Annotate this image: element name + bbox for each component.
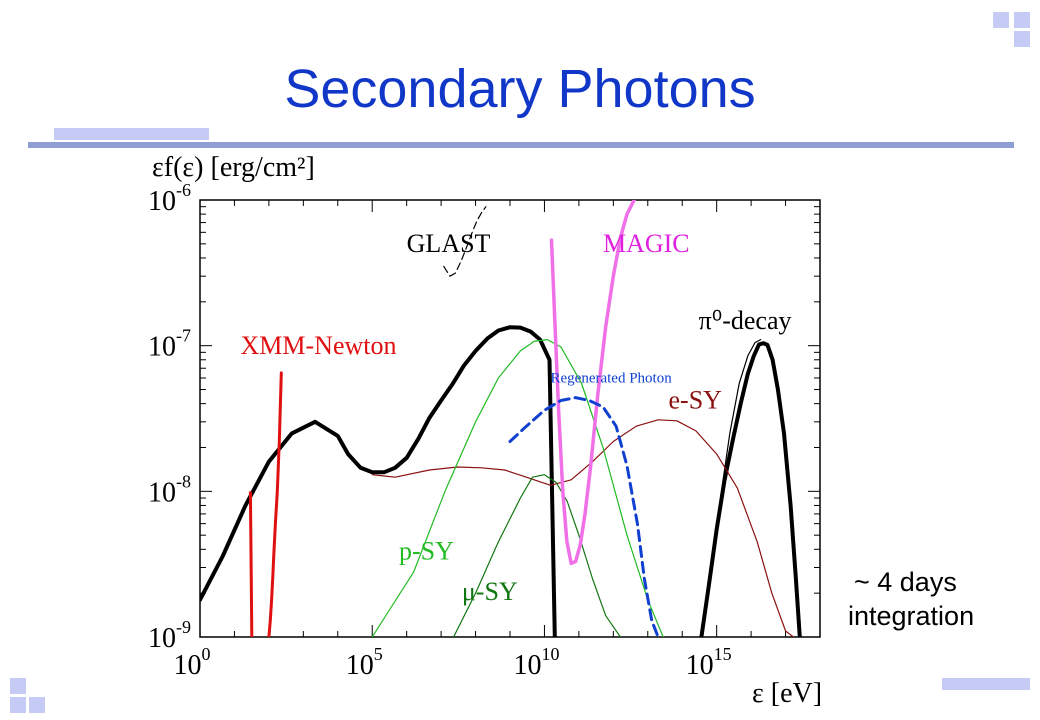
x-tick-exp: 10 <box>541 644 559 664</box>
x-tick-exp: 15 <box>714 644 732 664</box>
deco-square-tr1 <box>993 12 1009 28</box>
title-accent-bar <box>54 128 209 140</box>
label-regenerated-photon: Regenerated Photon <box>551 370 673 386</box>
label-e-sy: e-SY <box>669 386 723 415</box>
deco-square-tr2 <box>1014 12 1030 28</box>
deco-square-bl3 <box>29 697 45 713</box>
axis-ticks <box>199 199 821 638</box>
deco-square-bl1 <box>10 678 26 694</box>
label-p-sy: p-SY <box>399 537 454 566</box>
y-tick-base: 10 <box>148 186 176 217</box>
y-axis-label: εf(ε) [erg/cm²] <box>152 152 315 183</box>
y-tick-base: 10 <box>148 623 176 654</box>
y-tick-label: 10-6 <box>148 180 191 217</box>
x-tick-exp: 0 <box>202 644 211 664</box>
x-tick-exp: 5 <box>374 644 383 664</box>
series-mu-sy <box>453 474 622 637</box>
y-tick-exp: -7 <box>176 326 191 346</box>
integration-note: ~ 4 days integration <box>842 565 974 633</box>
label-magic: MAGIC <box>603 229 690 258</box>
y-tick-exp: -9 <box>176 617 191 637</box>
x-tick-base: 10 <box>513 650 541 681</box>
deco-square-bl2 <box>10 697 26 713</box>
x-tick-label: 1015 <box>686 644 732 681</box>
series-p-sy <box>371 339 664 637</box>
x-tick-base: 10 <box>346 650 374 681</box>
series-total <box>200 325 557 637</box>
series-e-sy <box>371 419 795 637</box>
note-line-2: integration <box>848 601 975 631</box>
series-regenerated-photon <box>508 396 660 637</box>
label--sy: μ-SY <box>462 577 518 606</box>
deco-bar-br <box>942 678 1030 690</box>
note-line-1: ~ 4 days <box>854 567 957 597</box>
x-tick-label: 1010 <box>513 644 559 681</box>
title-underline <box>28 142 1014 148</box>
y-tick-exp: -6 <box>176 180 191 200</box>
x-tick-base: 10 <box>686 650 714 681</box>
series-xmm-newton-low <box>248 491 254 637</box>
y-tick-base: 10 <box>148 332 176 363</box>
label-xmm-newton: XMM-Newton <box>241 331 397 360</box>
x-axis-label: ε [eV] <box>752 678 822 709</box>
plot-frame <box>199 199 821 638</box>
series-xmm-newton <box>267 371 283 637</box>
y-tick-base: 10 <box>148 477 176 508</box>
series-pion <box>699 341 802 637</box>
series-glast <box>443 206 487 277</box>
y-tick-label: 10-7 <box>148 326 191 363</box>
series-magic <box>549 200 636 566</box>
y-tick-label: 10-9 <box>148 617 191 654</box>
x-tick-label: 105 <box>346 644 383 681</box>
x-tick-base: 10 <box>174 650 202 681</box>
y-tick-exp: -8 <box>176 471 191 491</box>
y-tick-label: 10-8 <box>148 471 191 508</box>
deco-square-tr3 <box>1014 31 1030 47</box>
label--decay: π⁰-decay <box>699 306 792 335</box>
slide-title: Secondary Photons <box>284 59 756 119</box>
plot-area <box>200 200 802 637</box>
label-glast: GLAST <box>407 229 491 258</box>
series-pion-thin <box>718 339 762 506</box>
x-tick-label: 100 <box>174 644 211 681</box>
